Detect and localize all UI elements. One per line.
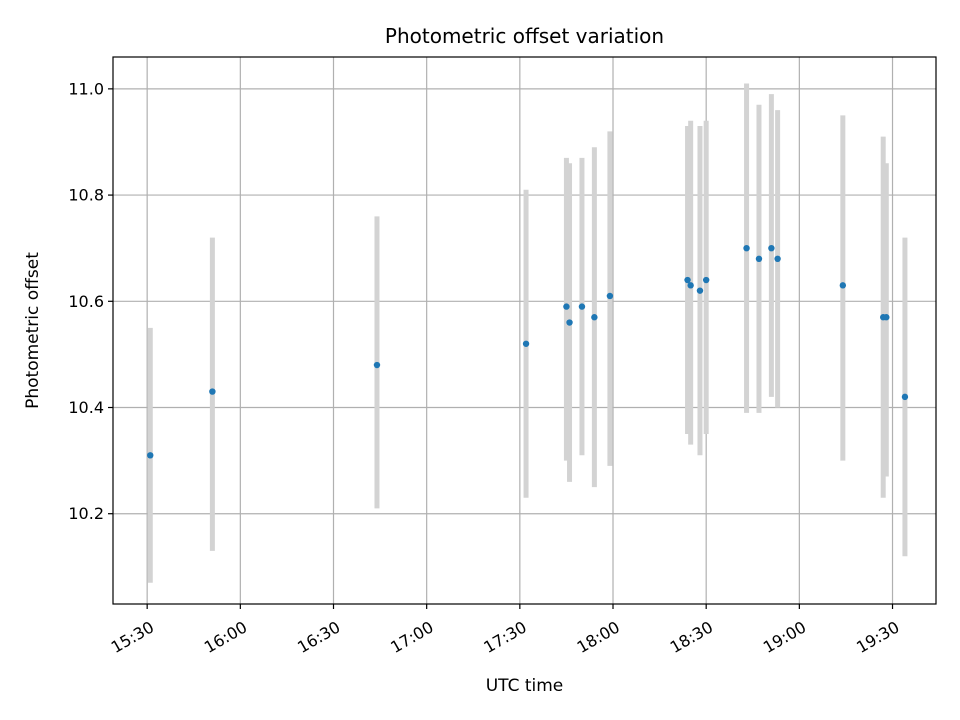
data-point (702, 276, 710, 284)
data-point (209, 388, 216, 395)
y-axis-ticks: 10.2 10.4 10.6 10.8 11.0 (68, 79, 113, 523)
data-point (743, 244, 750, 252)
data-point (578, 303, 586, 310)
data-point (839, 282, 847, 289)
data-point (901, 393, 909, 401)
data-point (696, 287, 704, 294)
data-point (373, 361, 381, 369)
data-point (687, 282, 694, 289)
data-point (684, 276, 691, 284)
y-tick-label: 10.2 (68, 504, 104, 523)
data-point (606, 292, 614, 300)
data-point (147, 452, 154, 459)
data-point (563, 303, 570, 310)
y-tick-label: 10.6 (68, 292, 104, 311)
data-points (147, 244, 909, 459)
plot-frame (112, 56, 937, 605)
y-tick-label: 10.8 (68, 186, 104, 205)
data-point (774, 255, 781, 263)
data-point (883, 314, 890, 321)
y-tick-label: 10.4 (68, 398, 104, 417)
chart-title: Photometric offset variation (385, 24, 664, 48)
y-tick-label: 11.0 (68, 79, 104, 98)
data-point (755, 255, 763, 263)
data-point (522, 340, 530, 347)
data-point (768, 244, 775, 252)
y-axis-label: Photometric offset (23, 252, 43, 409)
x-axis-label: UTC time (486, 676, 564, 696)
data-point (591, 314, 598, 321)
data-point (566, 319, 573, 326)
